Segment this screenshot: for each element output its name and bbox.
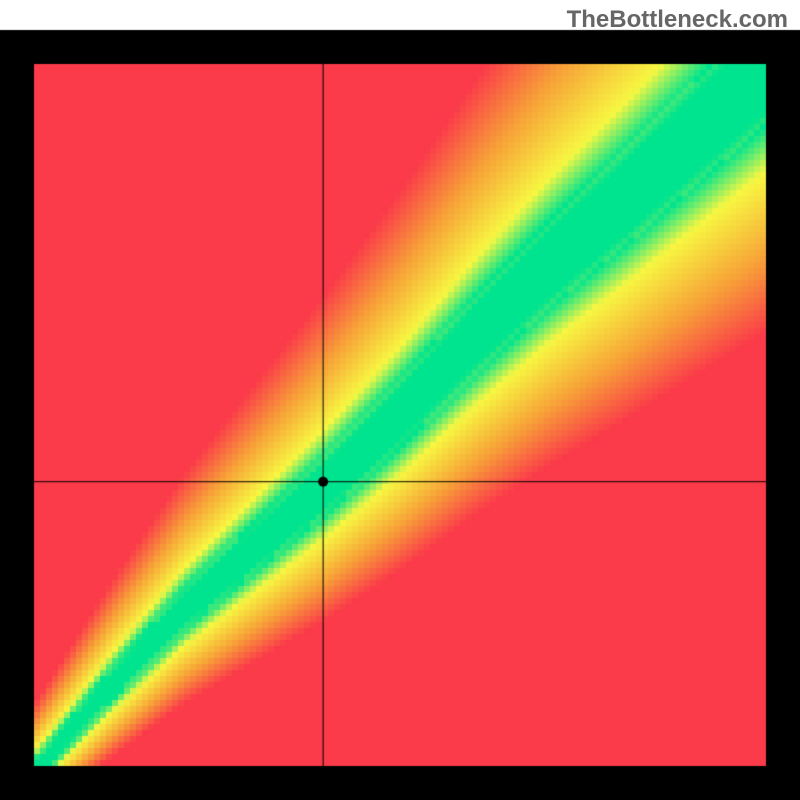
watermark-text: TheBottleneck.com <box>567 6 788 34</box>
chart-container: TheBottleneck.com <box>0 0 800 800</box>
heatmap-canvas <box>0 0 800 800</box>
